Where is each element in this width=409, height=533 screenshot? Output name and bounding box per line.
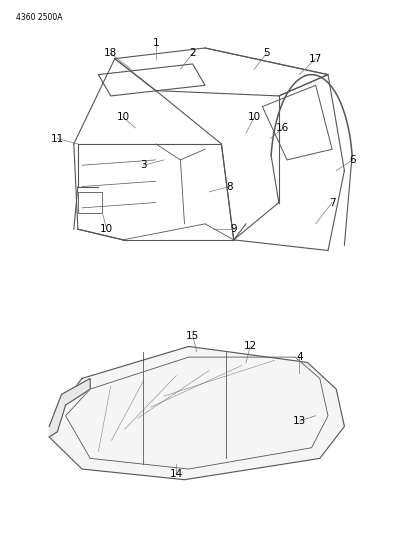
Text: 10: 10 <box>100 224 113 234</box>
Text: 10: 10 <box>116 112 129 122</box>
Text: 2: 2 <box>189 49 196 58</box>
Text: 6: 6 <box>348 155 355 165</box>
Polygon shape <box>49 346 344 480</box>
Text: 16: 16 <box>276 123 289 133</box>
Text: 9: 9 <box>230 224 236 234</box>
Text: 5: 5 <box>263 49 269 58</box>
Text: 12: 12 <box>243 342 256 351</box>
Text: 8: 8 <box>226 182 232 191</box>
Bar <box>78 192 102 213</box>
Text: 10: 10 <box>247 112 260 122</box>
Text: 7: 7 <box>328 198 335 207</box>
Text: 4360 2500A: 4360 2500A <box>16 13 63 22</box>
Text: 13: 13 <box>292 416 305 426</box>
Text: 3: 3 <box>140 160 146 170</box>
Text: 1: 1 <box>152 38 159 47</box>
Text: 4: 4 <box>295 352 302 362</box>
Text: 11: 11 <box>51 134 64 143</box>
Polygon shape <box>49 378 90 437</box>
Text: 15: 15 <box>186 331 199 341</box>
Text: 18: 18 <box>104 49 117 58</box>
Text: 17: 17 <box>308 54 321 63</box>
Text: 14: 14 <box>169 470 182 479</box>
